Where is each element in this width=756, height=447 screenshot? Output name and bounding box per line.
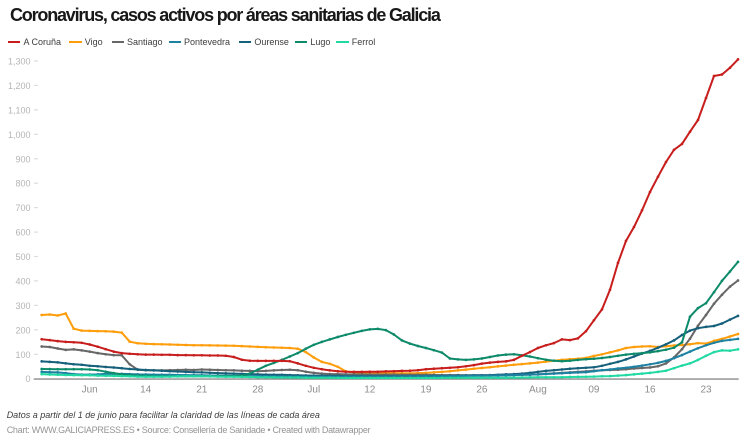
svg-text:12: 12 [364, 385, 376, 396]
svg-text:Jun: Jun [82, 385, 98, 396]
svg-text:23: 23 [700, 385, 712, 396]
svg-text:1,000: 1,000 [8, 130, 31, 140]
svg-text:14: 14 [140, 385, 152, 396]
svg-text:0: 0 [25, 374, 30, 384]
svg-text:800: 800 [15, 179, 30, 189]
svg-text:100: 100 [15, 350, 30, 360]
svg-text:1,200: 1,200 [8, 81, 31, 91]
svg-text:600: 600 [15, 228, 30, 238]
svg-text:16: 16 [644, 385, 656, 396]
svg-text:300: 300 [15, 301, 30, 311]
svg-text:26: 26 [476, 385, 488, 396]
svg-text:Jul: Jul [307, 385, 320, 396]
svg-text:19: 19 [420, 385, 432, 396]
svg-text:900: 900 [15, 154, 30, 164]
svg-text:28: 28 [252, 385, 264, 396]
svg-text:700: 700 [15, 203, 30, 213]
svg-text:500: 500 [15, 252, 30, 262]
svg-text:1,100: 1,100 [8, 105, 31, 115]
svg-text:09: 09 [588, 385, 600, 396]
svg-text:Aug: Aug [529, 385, 547, 396]
svg-text:1,300: 1,300 [8, 57, 31, 67]
svg-text:21: 21 [196, 385, 208, 396]
svg-text:400: 400 [15, 276, 30, 286]
svg-text:200: 200 [15, 325, 30, 335]
